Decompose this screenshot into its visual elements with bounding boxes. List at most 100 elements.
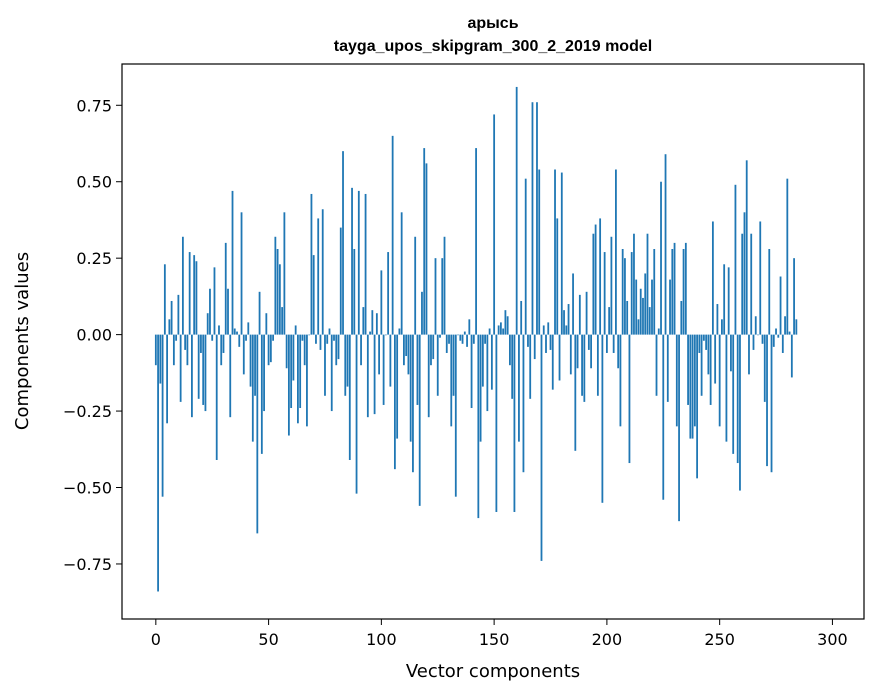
bar-19 — [197, 334, 200, 399]
bar-268 — [759, 221, 762, 335]
bar-175 — [549, 334, 552, 350]
y-tick-label: 0.00 — [76, 326, 112, 345]
bar-119 — [423, 148, 426, 335]
bar-176 — [551, 334, 554, 390]
bar-108 — [398, 328, 401, 335]
bar-115 — [414, 236, 417, 335]
bar-171 — [540, 334, 543, 561]
x-tick-label: 150 — [479, 630, 510, 649]
y-tick-label: −0.25 — [63, 402, 112, 421]
bar-22 — [204, 334, 207, 412]
bar-6 — [168, 319, 171, 335]
y-tick-label: 0.75 — [76, 96, 112, 115]
bar-189 — [581, 334, 583, 396]
bar-137 — [463, 331, 466, 335]
bar-216 — [642, 297, 644, 335]
bar-76 — [326, 334, 329, 344]
bar-103 — [387, 252, 390, 335]
bar-232 — [678, 334, 680, 522]
bar-146 — [484, 334, 486, 344]
bar-16 — [191, 334, 193, 418]
bar-245 — [707, 334, 710, 375]
bar-282 — [790, 334, 793, 378]
bar-169 — [536, 102, 538, 335]
bar-138 — [466, 334, 468, 347]
bar-56 — [281, 307, 284, 335]
bar-265 — [752, 334, 755, 350]
bar-262 — [745, 160, 748, 335]
bar-38 — [240, 212, 243, 335]
bar-10 — [177, 294, 180, 335]
bar-203 — [612, 334, 615, 353]
bar-197 — [599, 218, 602, 335]
bar-98 — [375, 313, 378, 335]
bar-57 — [283, 212, 286, 335]
bar-136 — [461, 334, 464, 344]
x-tick-label: 50 — [258, 630, 278, 649]
bar-148 — [488, 328, 491, 335]
bar-284 — [795, 319, 798, 335]
bar-82 — [339, 227, 342, 335]
bar-224 — [660, 181, 662, 335]
bar-246 — [709, 334, 712, 405]
bar-162 — [520, 300, 523, 335]
bar-205 — [617, 334, 620, 369]
bar-55 — [278, 264, 281, 335]
bar-69 — [310, 193, 313, 335]
bar-67 — [306, 334, 308, 427]
bar-92 — [362, 307, 365, 335]
y-tick-label: −0.50 — [63, 479, 112, 498]
bar-113 — [409, 334, 412, 442]
bar-73 — [319, 334, 322, 350]
bar-95 — [369, 331, 371, 335]
bar-8 — [172, 334, 175, 366]
bar-170 — [538, 169, 541, 335]
bar-44 — [254, 334, 256, 396]
bar-63 — [297, 334, 299, 424]
bar-236 — [687, 334, 689, 405]
bar-52 — [272, 334, 274, 341]
y-tick-label: 0.25 — [76, 249, 112, 268]
bar-155 — [504, 310, 507, 335]
bar-80 — [335, 334, 338, 366]
bar-54 — [276, 249, 279, 335]
bar-96 — [371, 310, 374, 335]
bar-30 — [222, 334, 225, 353]
bar-228 — [669, 279, 671, 335]
bar-139 — [468, 319, 471, 335]
bar-166 — [529, 334, 532, 399]
bar-219 — [648, 307, 651, 335]
bar-212 — [633, 233, 635, 335]
bar-132 — [452, 334, 455, 396]
bar-9 — [175, 334, 178, 341]
bar-81 — [337, 334, 340, 360]
bar-242 — [700, 334, 703, 396]
bar-13 — [184, 334, 187, 350]
bar-247 — [711, 221, 714, 335]
bar-21 — [202, 334, 205, 405]
bar-248 — [714, 334, 717, 384]
y-tick-label: 0.50 — [76, 173, 112, 192]
bar-91 — [360, 334, 362, 366]
bar-226 — [664, 154, 667, 335]
bar-206 — [619, 334, 622, 427]
bar-129 — [445, 334, 448, 353]
bar-270 — [763, 334, 766, 402]
bar-61 — [292, 334, 295, 381]
bar-31 — [224, 242, 227, 335]
bar-72 — [317, 218, 320, 335]
bar-254 — [727, 267, 730, 335]
x-axis-ticks: 0 50 100 150 200 250 300 — [151, 619, 848, 649]
bar-46 — [258, 291, 261, 335]
bar-12 — [181, 236, 184, 335]
bar-264 — [750, 233, 753, 335]
bar-214 — [637, 319, 640, 335]
bar-33 — [229, 334, 232, 418]
bar-3 — [161, 334, 164, 497]
bar-112 — [407, 334, 410, 375]
bar-24 — [209, 288, 211, 335]
bar-37 — [238, 334, 241, 347]
bar-218 — [646, 233, 649, 335]
bar-123 — [432, 334, 435, 360]
bar-190 — [583, 334, 586, 402]
